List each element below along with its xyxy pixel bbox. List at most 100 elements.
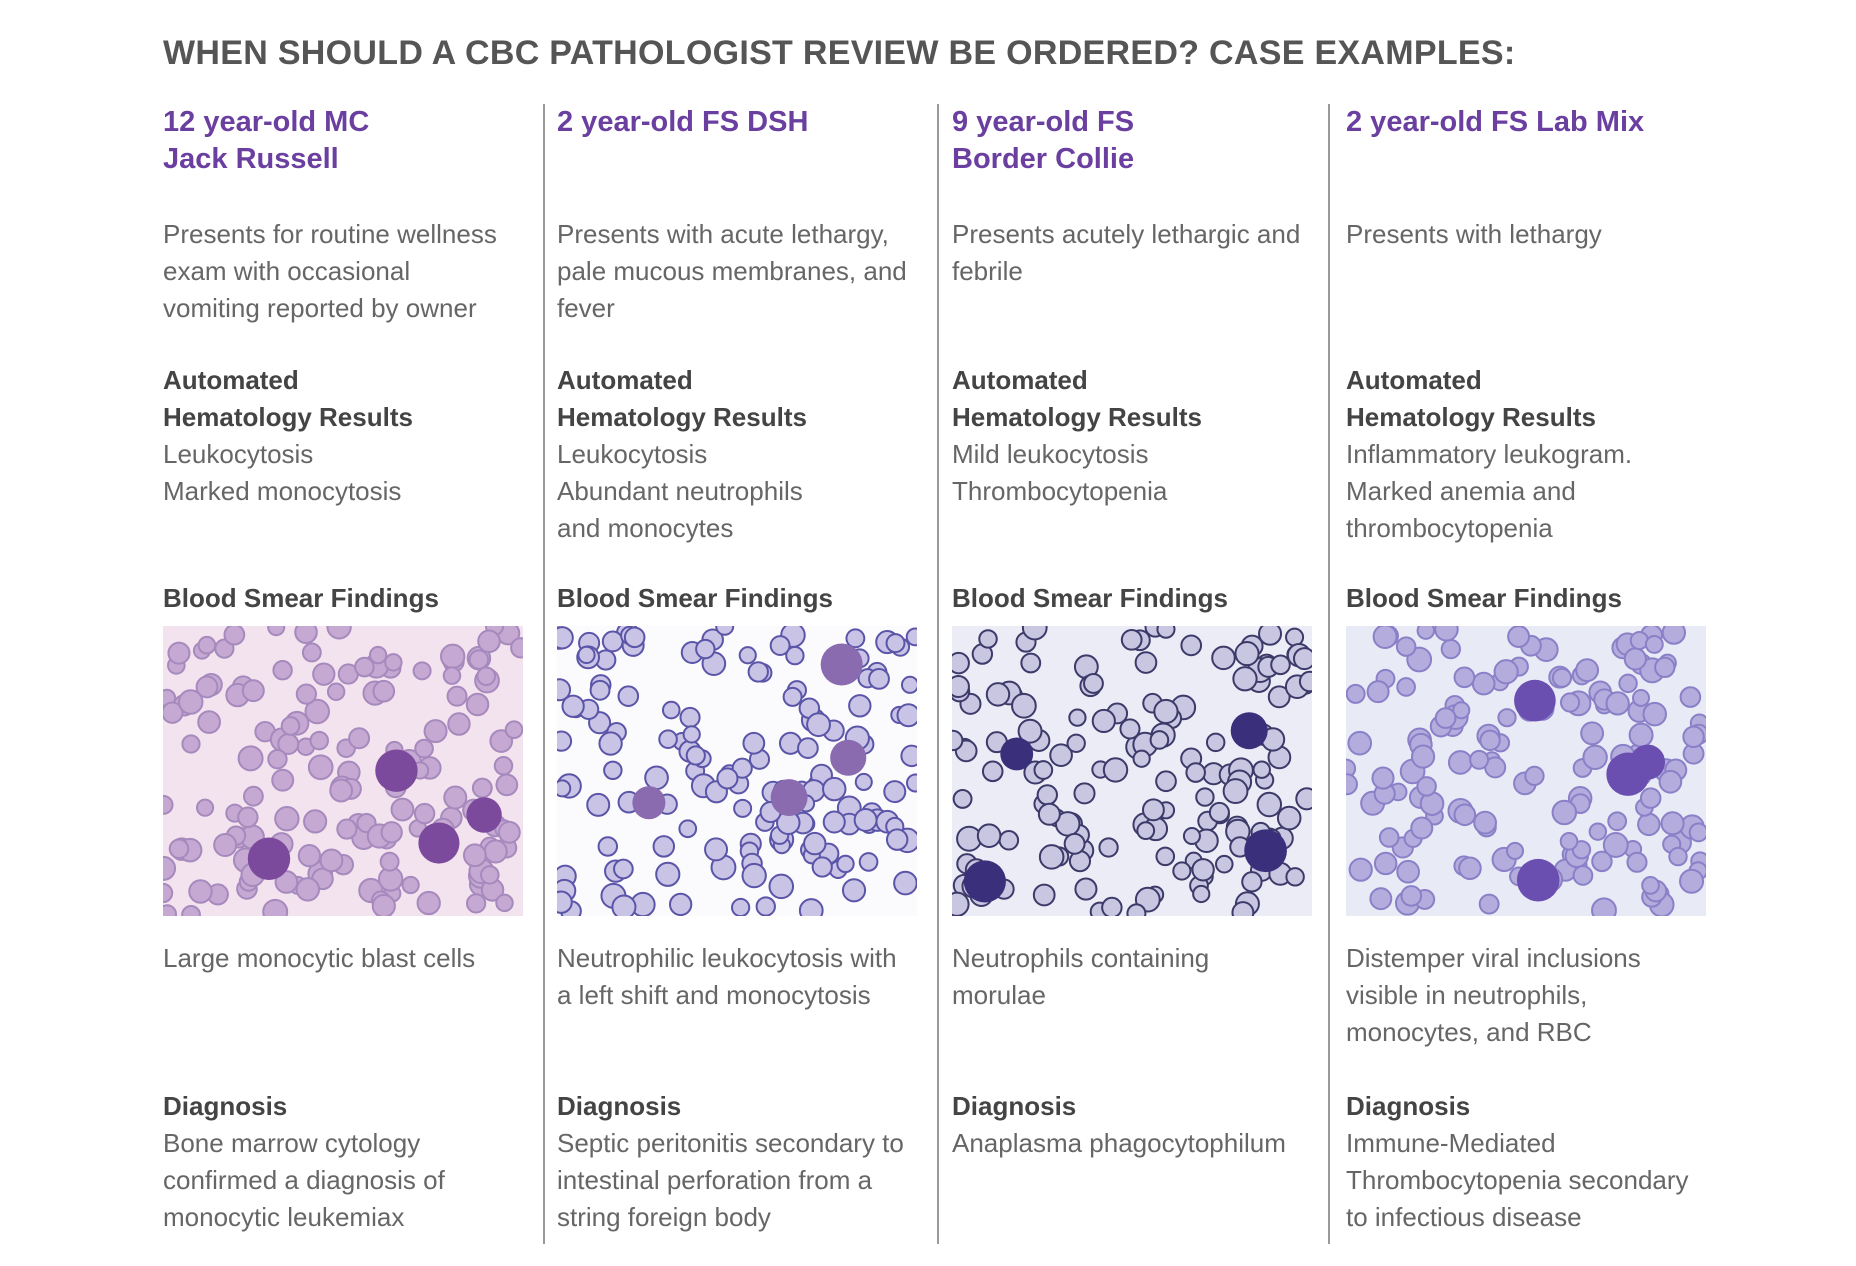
smear-label: Blood Smear Findings [557,583,833,613]
cell [738,646,757,665]
cell [1416,626,1436,640]
cell [297,844,322,868]
cell [589,679,611,701]
results-text: and monocytes [557,513,734,543]
cell [476,666,497,687]
cell [1447,750,1473,775]
cell [1369,887,1393,911]
cell [1037,802,1061,826]
cell [830,739,867,776]
cell [858,852,879,872]
column-divider [1328,104,1330,1244]
cell [853,808,878,832]
cell [295,877,321,902]
results-text: Abundant neutrophils [557,476,803,506]
cell [803,831,827,856]
smear-caption: visible in neutrophils, [1346,980,1588,1010]
cell [682,725,701,744]
cell [1232,666,1258,692]
cell [1551,667,1573,688]
cell [1231,901,1255,916]
cell [632,786,666,820]
smear-label: Blood Smear Findings [952,583,1228,613]
cell [1244,829,1287,873]
cell [1644,634,1664,654]
cell [237,806,259,828]
cell [768,873,795,900]
cell [1469,749,1490,770]
cell [601,630,624,653]
cell [384,653,403,672]
cell [1298,670,1312,693]
cell [1572,865,1594,886]
cell [1182,826,1201,845]
cell [769,635,791,656]
cell [163,904,177,916]
results-label: Automated [163,365,299,395]
cell [1172,861,1192,881]
cell [845,628,866,649]
case-description: Presents acutely lethargic and [952,219,1301,249]
cell [1471,671,1496,696]
cell [747,661,769,683]
cell [906,773,917,793]
cell [557,779,572,798]
cell [379,851,400,872]
cell [561,694,585,718]
cell [1371,766,1395,790]
cell [652,835,676,858]
cell [893,870,917,896]
cell [480,865,500,885]
cell [295,683,318,705]
diagnosis-text: monocytic leukemiax [163,1202,405,1232]
cell [380,821,403,844]
cell [177,689,204,715]
case-heading: Border Collie [952,143,1135,175]
cell [1211,645,1236,671]
results-text: Marked anemia and [1346,476,1576,506]
cell [1153,698,1179,725]
cell [262,898,289,916]
diagnosis-text: Septic peritonitis secondary to [557,1128,904,1158]
cell [963,860,1006,903]
cell [1066,733,1086,753]
cell [163,794,174,815]
diagnosis-text: intestinal perforation from a [557,1165,873,1195]
cell [489,729,514,753]
cell [354,656,375,678]
cell [755,896,776,916]
case-heading: Jack Russell [163,143,339,175]
cell [1292,647,1312,671]
cell [1185,762,1206,783]
smear-caption: a left shift and monocytosis [557,980,871,1010]
cell [716,767,739,790]
cell [976,823,1002,848]
cell [822,810,846,834]
cell [1395,636,1417,657]
cell [1453,666,1476,689]
cell [798,898,824,916]
cell [731,757,753,779]
cell [465,692,490,717]
cell [1626,851,1648,873]
cell [1679,686,1702,708]
cell [661,700,681,720]
cell [1102,757,1129,783]
cell [326,682,346,701]
diagnosis-text: to infectious disease [1346,1202,1582,1232]
cell [1434,707,1457,729]
case-description: exam with occasional [163,256,411,286]
diagnosis-label: Diagnosis [557,1091,682,1121]
cell [985,682,1011,707]
diagnosis-label: Diagnosis [952,1091,1077,1121]
smear-image [163,626,523,916]
cell [885,633,906,654]
cell [1073,782,1096,805]
cell [309,730,329,751]
cell [1101,896,1123,916]
cell [1591,850,1613,873]
cell [586,792,611,817]
results-text: Thrombocytopenia [952,476,1168,506]
cell [181,734,201,754]
cell [1083,673,1104,694]
